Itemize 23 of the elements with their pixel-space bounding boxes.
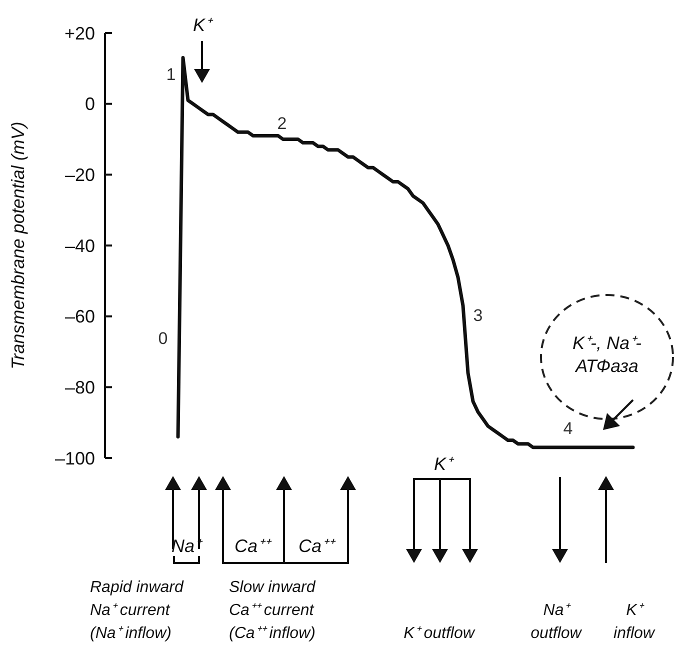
annotation: 1 bbox=[166, 64, 176, 84]
annotation: K⁺ bbox=[192, 15, 214, 35]
y-tick-label: –60 bbox=[64, 306, 95, 327]
text: 0 bbox=[158, 328, 168, 348]
text: K⁺ inflow bbox=[614, 602, 656, 642]
text: Ca⁺⁺ bbox=[234, 536, 272, 556]
text: K⁺ outflow bbox=[404, 625, 476, 642]
annotation: 3 bbox=[473, 306, 483, 325]
y-tick-label: +20 bbox=[64, 23, 95, 44]
annotation: K⁺-, Na⁺- АТФаза bbox=[572, 333, 642, 376]
y-axis-title: Transmembrane potential (mV) bbox=[8, 122, 28, 370]
y-tick-label: –80 bbox=[64, 377, 95, 398]
text: Na⁺ outflow bbox=[530, 602, 583, 642]
annotation: 2 bbox=[277, 114, 287, 133]
y-tick-label: –20 bbox=[64, 164, 95, 185]
text: Ca⁺⁺ bbox=[298, 536, 336, 556]
text: Rapid inward Na⁺ current (Na⁺ inflow) bbox=[90, 579, 184, 642]
annotation: 4 bbox=[563, 418, 573, 438]
y-tick-label: –40 bbox=[64, 236, 95, 256]
y-tick-label: 0 bbox=[84, 94, 95, 114]
text: Slow inward Ca⁺⁺ current (Ca⁺⁺ inflow) bbox=[229, 579, 316, 642]
y-tick-label: –100 bbox=[54, 448, 95, 468]
annotation: K⁺ bbox=[434, 454, 455, 474]
